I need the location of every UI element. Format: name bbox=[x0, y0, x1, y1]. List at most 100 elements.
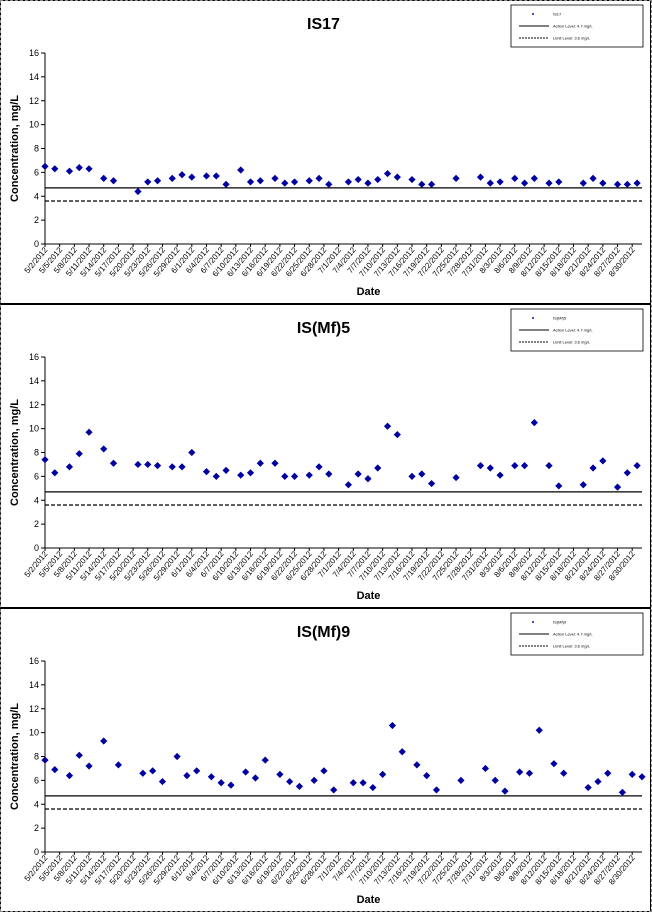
x-axis-label: Date bbox=[357, 286, 381, 298]
data-point bbox=[227, 781, 235, 789]
y-tick-label: 12 bbox=[29, 704, 39, 714]
legend: IS(Mf)5 Action Level: 4.7 mg/L Limit Level… bbox=[510, 308, 644, 352]
data-point bbox=[457, 776, 465, 784]
data-point bbox=[75, 164, 83, 172]
data-point bbox=[134, 187, 142, 196]
data-point bbox=[100, 445, 108, 453]
y-tick-label: 6 bbox=[34, 471, 39, 481]
data-point bbox=[633, 462, 641, 470]
y-axis-label: Concentration, mg/L bbox=[9, 703, 21, 810]
x-axis-label: Date bbox=[357, 894, 381, 906]
legend-line-label: Action Level: 4.7 mg/L bbox=[553, 328, 593, 333]
data-point bbox=[153, 177, 162, 185]
data-point bbox=[393, 173, 401, 181]
y-tick-label: 16 bbox=[29, 352, 39, 362]
data-point bbox=[330, 786, 338, 794]
data-point bbox=[413, 761, 421, 769]
y-tick-label: 4 bbox=[34, 799, 39, 809]
legend-line-label: Limit Level: 3.6 mg/L bbox=[553, 36, 591, 41]
data-point bbox=[168, 463, 176, 471]
data-point bbox=[374, 464, 382, 472]
data-point bbox=[496, 471, 504, 479]
data-point bbox=[501, 787, 509, 795]
legend-marker bbox=[531, 12, 535, 16]
legend-line-label: Action Level: 4.7 mg/L bbox=[553, 632, 593, 637]
chart-panel-1: IS17 0 2 4 6 8 10 12 14 16 5/2/2012 5/5/2012 5/8/201… bbox=[0, 0, 651, 304]
data-point bbox=[246, 469, 255, 477]
chart-title: IS(Mf)5 bbox=[297, 320, 350, 337]
y-tick-label: 8 bbox=[34, 448, 39, 458]
data-point bbox=[290, 178, 299, 186]
legend-marker bbox=[531, 316, 535, 320]
data-point bbox=[383, 169, 392, 178]
y-tick-label: 0 bbox=[34, 543, 39, 553]
data-point bbox=[212, 172, 220, 180]
data-point bbox=[139, 769, 147, 777]
legend-line-label: Limit Level: 3.6 mg/L bbox=[553, 644, 591, 649]
data-point bbox=[535, 726, 543, 734]
data-point bbox=[256, 459, 264, 467]
data-point bbox=[344, 481, 352, 489]
data-point bbox=[599, 457, 607, 465]
data-point bbox=[579, 481, 587, 489]
data-point bbox=[315, 174, 323, 182]
data-point bbox=[623, 469, 631, 477]
y-tick-label: 0 bbox=[34, 847, 39, 857]
chart-svg-1: IS1702468101214165/2/20125/5/20125/8/201… bbox=[9, 4, 644, 298]
y-axis-label: Concentration, mg/L bbox=[9, 399, 21, 506]
data-point bbox=[354, 175, 362, 184]
data-point bbox=[178, 463, 186, 471]
data-point bbox=[310, 776, 318, 784]
data-point bbox=[100, 737, 108, 745]
data-point bbox=[271, 174, 279, 182]
legend-line-label: Action Level: 4.7 mg/L bbox=[553, 24, 593, 29]
y-tick-label: 10 bbox=[29, 424, 39, 434]
x-axis-label: Date bbox=[357, 590, 381, 602]
data-point bbox=[320, 767, 328, 775]
data-point bbox=[555, 178, 563, 186]
data-point bbox=[633, 179, 641, 187]
data-point bbox=[202, 468, 211, 476]
data-point bbox=[281, 472, 289, 480]
data-point bbox=[599, 179, 607, 187]
data-point bbox=[476, 173, 485, 181]
data-point bbox=[158, 777, 167, 786]
y-tick-label: 14 bbox=[29, 72, 39, 82]
data-point bbox=[237, 166, 245, 174]
data-point bbox=[491, 776, 499, 784]
data-point bbox=[383, 422, 392, 430]
data-point bbox=[100, 174, 108, 182]
data-point bbox=[364, 475, 372, 483]
data-point bbox=[545, 179, 553, 187]
data-point bbox=[530, 174, 538, 182]
data-point bbox=[555, 482, 563, 490]
data-point bbox=[222, 180, 230, 188]
legend-series-label: IS17 bbox=[553, 12, 562, 17]
data-point bbox=[144, 460, 152, 469]
chart-panel-2: IS(Mf)5 0 2 4 6 8 10 12 14 16 5/2/2012 5/5/2012 5/8/… bbox=[0, 304, 651, 608]
data-point bbox=[305, 177, 313, 185]
data-point bbox=[217, 779, 225, 787]
legend-box bbox=[510, 4, 644, 48]
data-point bbox=[427, 479, 436, 488]
y-tick-label: 16 bbox=[29, 656, 39, 666]
chart-title: IS(Mf)9 bbox=[297, 624, 350, 641]
data-point bbox=[65, 772, 74, 780]
data-point bbox=[344, 178, 352, 186]
data-point bbox=[398, 748, 406, 756]
data-point bbox=[242, 768, 250, 776]
data-point bbox=[486, 179, 494, 187]
data-point bbox=[144, 178, 152, 186]
y-tick-label: 16 bbox=[29, 48, 39, 58]
data-point bbox=[65, 463, 74, 471]
data-point bbox=[183, 772, 191, 780]
data-point bbox=[51, 469, 59, 477]
data-point bbox=[305, 471, 313, 479]
data-point bbox=[134, 460, 142, 469]
y-axis-label: Concentration, mg/L bbox=[9, 95, 21, 202]
legend-series-label: IS(Mf)9 bbox=[553, 620, 567, 625]
data-point bbox=[65, 167, 74, 175]
data-point bbox=[222, 466, 230, 475]
data-point bbox=[237, 471, 245, 479]
data-point bbox=[525, 769, 534, 777]
